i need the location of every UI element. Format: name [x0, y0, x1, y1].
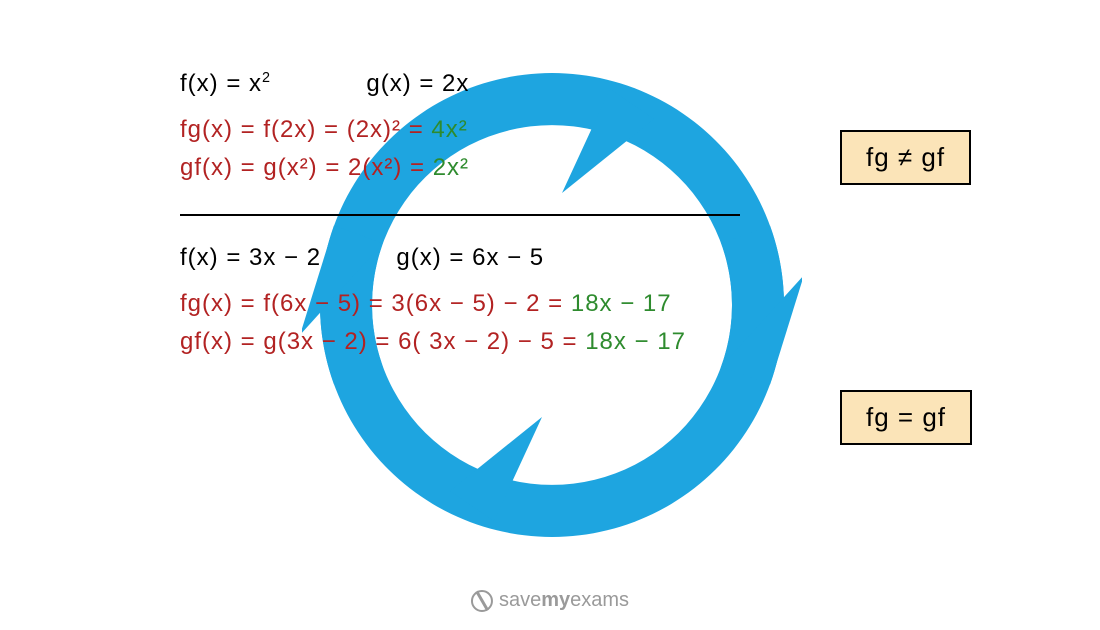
ex2-fg-equation: fg(x) = f(6x − 5) = 3(6x − 5) − 2 = 18x …	[180, 290, 920, 318]
ex1-fg-result: 4x²	[431, 116, 467, 143]
ex1-g-def: g(x) = 2x	[366, 70, 469, 97]
watermark-text: savemyexams	[499, 589, 629, 612]
ex2-f-def: f(x) = 3x − 2	[180, 244, 321, 271]
ex1-fg-working: fg(x) = f(2x) = (2x)² =	[180, 116, 431, 143]
ex2-fg-result: 18x − 17	[571, 290, 672, 317]
ex1-gf-equation: gf(x) = g(x²) = 2(x²) = 2x²	[180, 154, 920, 182]
ex2-fg-working: fg(x) = f(6x − 5) = 3(6x − 5) − 2 =	[180, 290, 571, 317]
examples-container: f(x) = x2 g(x) = 2x fg(x) = f(2x) = (2x)…	[180, 70, 920, 366]
ex2-conclusion-badge: fg = gf	[840, 390, 972, 445]
ex1-fg-equation: fg(x) = f(2x) = (2x)² = 4x²	[180, 116, 920, 144]
watermark: savemyexams	[471, 589, 629, 612]
divider	[180, 214, 740, 216]
watermark-logo-icon	[471, 590, 493, 612]
ex2-g-def: g(x) = 6x − 5	[396, 244, 544, 271]
ex2-gf-equation: gf(x) = g(3x − 2) = 6( 3x − 2) − 5 = 18x…	[180, 328, 920, 356]
ex2-gf-result: 18x − 17	[585, 328, 686, 355]
ex2-definitions: f(x) = 3x − 2 g(x) = 6x − 5	[180, 244, 920, 272]
ex1-definitions: f(x) = x2 g(x) = 2x	[180, 70, 920, 98]
ex1-gf-result: 2x²	[433, 154, 469, 181]
ex2-gf-working: gf(x) = g(3x − 2) = 6( 3x − 2) − 5 =	[180, 328, 585, 355]
ex1-gf-working: gf(x) = g(x²) = 2(x²) =	[180, 154, 433, 181]
ex1-f-def: f(x) = x2	[180, 70, 271, 97]
ex1-conclusion-badge: fg ≠ gf	[840, 130, 971, 185]
